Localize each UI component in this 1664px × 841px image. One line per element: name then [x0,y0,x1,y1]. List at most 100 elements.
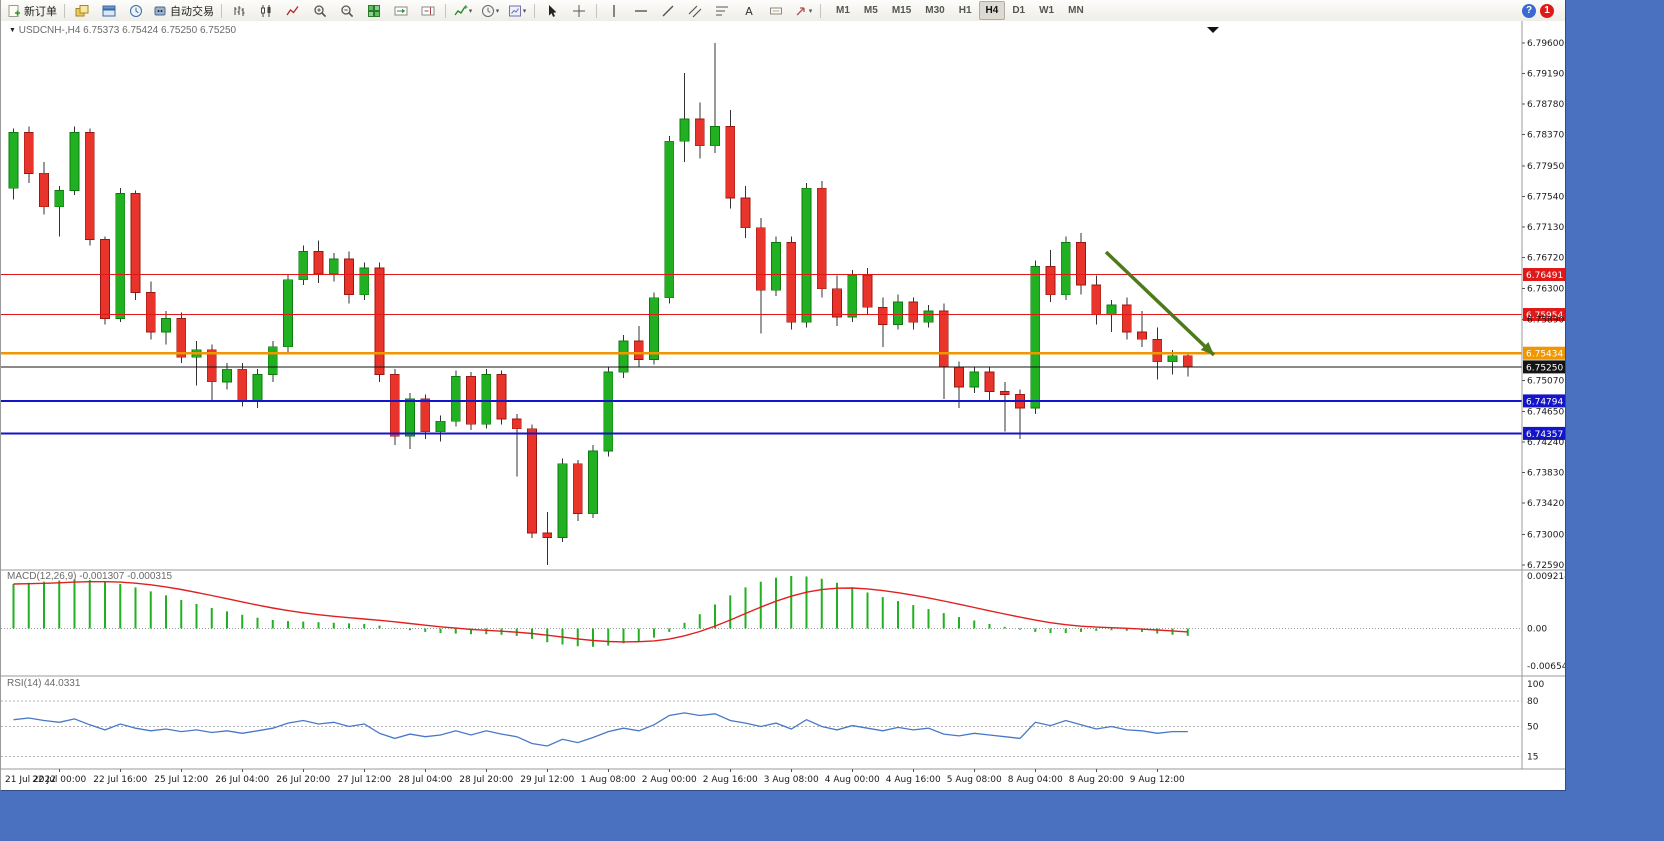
time-axis-label: 2 Aug 00:00 [642,775,697,785]
zoom-in-icon [314,4,327,17]
price-axis-label: 6.73830 [1527,469,1564,479]
fibonacci-button[interactable] [709,1,735,21]
timeframe-d1-button[interactable]: D1 [1012,5,1026,16]
timeframe-m5-button[interactable]: M5 [863,5,878,16]
toolbar-separator [445,3,446,18]
macd-name: MACD(12,26,9) [7,571,77,582]
price-tag [1523,308,1565,321]
chart-content: 6.76491 6.75954 6.75434 6.75250 6.74794 6.743… [1,21,1565,790]
timeframe-m15-button[interactable]: M15 [891,5,912,16]
crosshair-button[interactable] [566,1,592,21]
time-axis-label: 4 Aug 16:00 [886,775,941,785]
price-axis-label: 6.72590 [1527,561,1564,571]
price-axis-label: 6.75070 [1527,376,1564,386]
rsi-value: 44.0331 [44,678,81,689]
time-axis-label: 21 Jul 2022 [5,775,56,785]
indicators-button[interactable]: ▾ [450,1,476,21]
channel-button[interactable] [682,1,708,21]
arrows-button[interactable]: ▾ [790,1,816,21]
rsi-axis-label: 50 [1527,723,1539,733]
chart-area[interactable]: 6.76491 6.75954 6.75434 6.75250 6.74794 6.743… [1,21,1565,790]
zoom-in-button[interactable] [307,1,333,21]
autotrading-button-label: 自动交易 [170,5,214,18]
time-axis-label: 8 Aug 04:00 [1008,775,1063,785]
candlestick-chart-button[interactable] [253,1,279,21]
new-order-button-label: 新订单 [24,5,57,18]
timeframe-h4-button[interactable]: H4 [978,1,1006,20]
timeframe-m1-button[interactable]: M1 [836,5,850,16]
help-icon[interactable]: ? [1522,3,1536,18]
text-button[interactable]: A [736,1,762,21]
candlestick-series [8,43,1193,565]
vertical-line-button[interactable] [601,1,627,21]
label-button[interactable] [763,1,789,21]
auto-scroll-icon [394,6,408,15]
price-tag [1523,360,1565,374]
chart-shift-button[interactable] [415,1,441,21]
price-axis-label: 6.78370 [1527,131,1564,141]
timeframe-w1-button[interactable]: W1 [1039,5,1055,16]
label-icon [770,7,782,14]
bar-chart-button[interactable] [226,1,252,21]
price-tag [1523,394,1565,408]
charts-cascade-button[interactable] [69,1,95,21]
tile-windows-button[interactable] [361,1,387,21]
profiles-button[interactable] [96,1,122,21]
price-tag-label: 6.74794 [1526,397,1563,407]
chart-title: ▼ USDCNH-,H4 6.75373 6.75424 6.75250 6.7… [9,25,236,36]
timeframe-mn-button[interactable]: MN [1068,5,1084,16]
rsi-panel: 100 80 50 15 [1,680,1544,762]
macd-axis-label: -0.006546 [1527,662,1565,672]
horizontal-line-button[interactable] [628,1,654,21]
time-axis-label: 27 Jul 12:00 [337,775,391,785]
trend-arrow[interactable] [1104,250,1216,357]
time-axis-label: 28 Jul 04:00 [398,775,452,785]
scroll-to-end-marker[interactable] [1207,27,1219,33]
chart-ohlc-values: 6.75373 6.75424 6.75250 6.75250 [83,25,237,36]
dropdown-caret-icon: ▾ [495,7,500,15]
macd-indicator-label: MACD(12,26,9) -0.001307 -0.000315 [7,571,172,582]
price-axis[interactable]: 6.79600 6.79190 6.78780 6.78370 6.77950 6.775… [1522,39,1564,571]
main-toolbar: 新订单 自动交易 ▾ ▾ ▾ A ▾ M1 M5 M15 M30 H1 H4 D1 W1 MN ? 1 [1,0,1565,22]
time-axis-label: 2 Aug 16:00 [703,775,758,785]
templates-button[interactable]: ▾ [504,1,530,21]
price-axis-label: 6.79190 [1527,70,1564,80]
time-axis-label: 3 Aug 08:00 [764,775,819,785]
line-chart-button[interactable] [280,1,306,21]
profiles-icon [102,5,116,16]
price-axis-label: 6.79600 [1527,39,1564,49]
time-axis-label: 9 Aug 12:00 [1130,775,1185,785]
hline-icon [635,9,647,12]
time-axis-label: 22 Jul 00:00 [32,775,86,785]
price-axis-label: 6.76300 [1527,285,1564,295]
notification-badge[interactable]: 1 [1540,3,1554,18]
dropdown-caret-icon: ▾ [468,7,473,15]
rsi-name: RSI(14) [7,678,42,689]
new-order-button[interactable]: 新订单 [4,1,60,21]
price-axis-label: 6.77950 [1527,162,1564,172]
price-axis-label: 6.73420 [1527,499,1564,509]
toolbar-separator [596,3,597,18]
market-watch-button[interactable] [123,1,149,21]
rsi-axis-label: 100 [1527,680,1544,690]
timeframe-h1-button[interactable]: H1 [958,5,972,16]
time-axis-label: 26 Jul 04:00 [215,775,269,785]
trendline-button[interactable] [655,1,681,21]
time-axis-label: 25 Jul 12:00 [154,775,208,785]
time-axis-label: 8 Aug 20:00 [1069,775,1124,785]
symbol-dropdown-icon[interactable]: ▼ [9,27,16,34]
price-axis-label: 6.74650 [1527,408,1564,418]
timeframe-m30-button[interactable]: M30 [925,5,945,16]
candle-chart-icon [261,4,271,17]
fibonacci-icon [716,6,728,15]
zoom-out-button[interactable] [334,1,360,21]
periods-button[interactable]: ▾ [477,1,503,21]
price-axis-label: 6.77130 [1527,223,1564,233]
price-axis-label: 6.78780 [1527,100,1564,110]
time-axis-label: 28 Jul 20:00 [459,775,513,785]
cursor-button[interactable] [539,1,565,21]
autotrading-button[interactable]: 自动交易 [150,1,217,21]
price-tag-label: 6.76491 [1526,271,1563,281]
auto-scroll-button[interactable] [388,1,414,21]
